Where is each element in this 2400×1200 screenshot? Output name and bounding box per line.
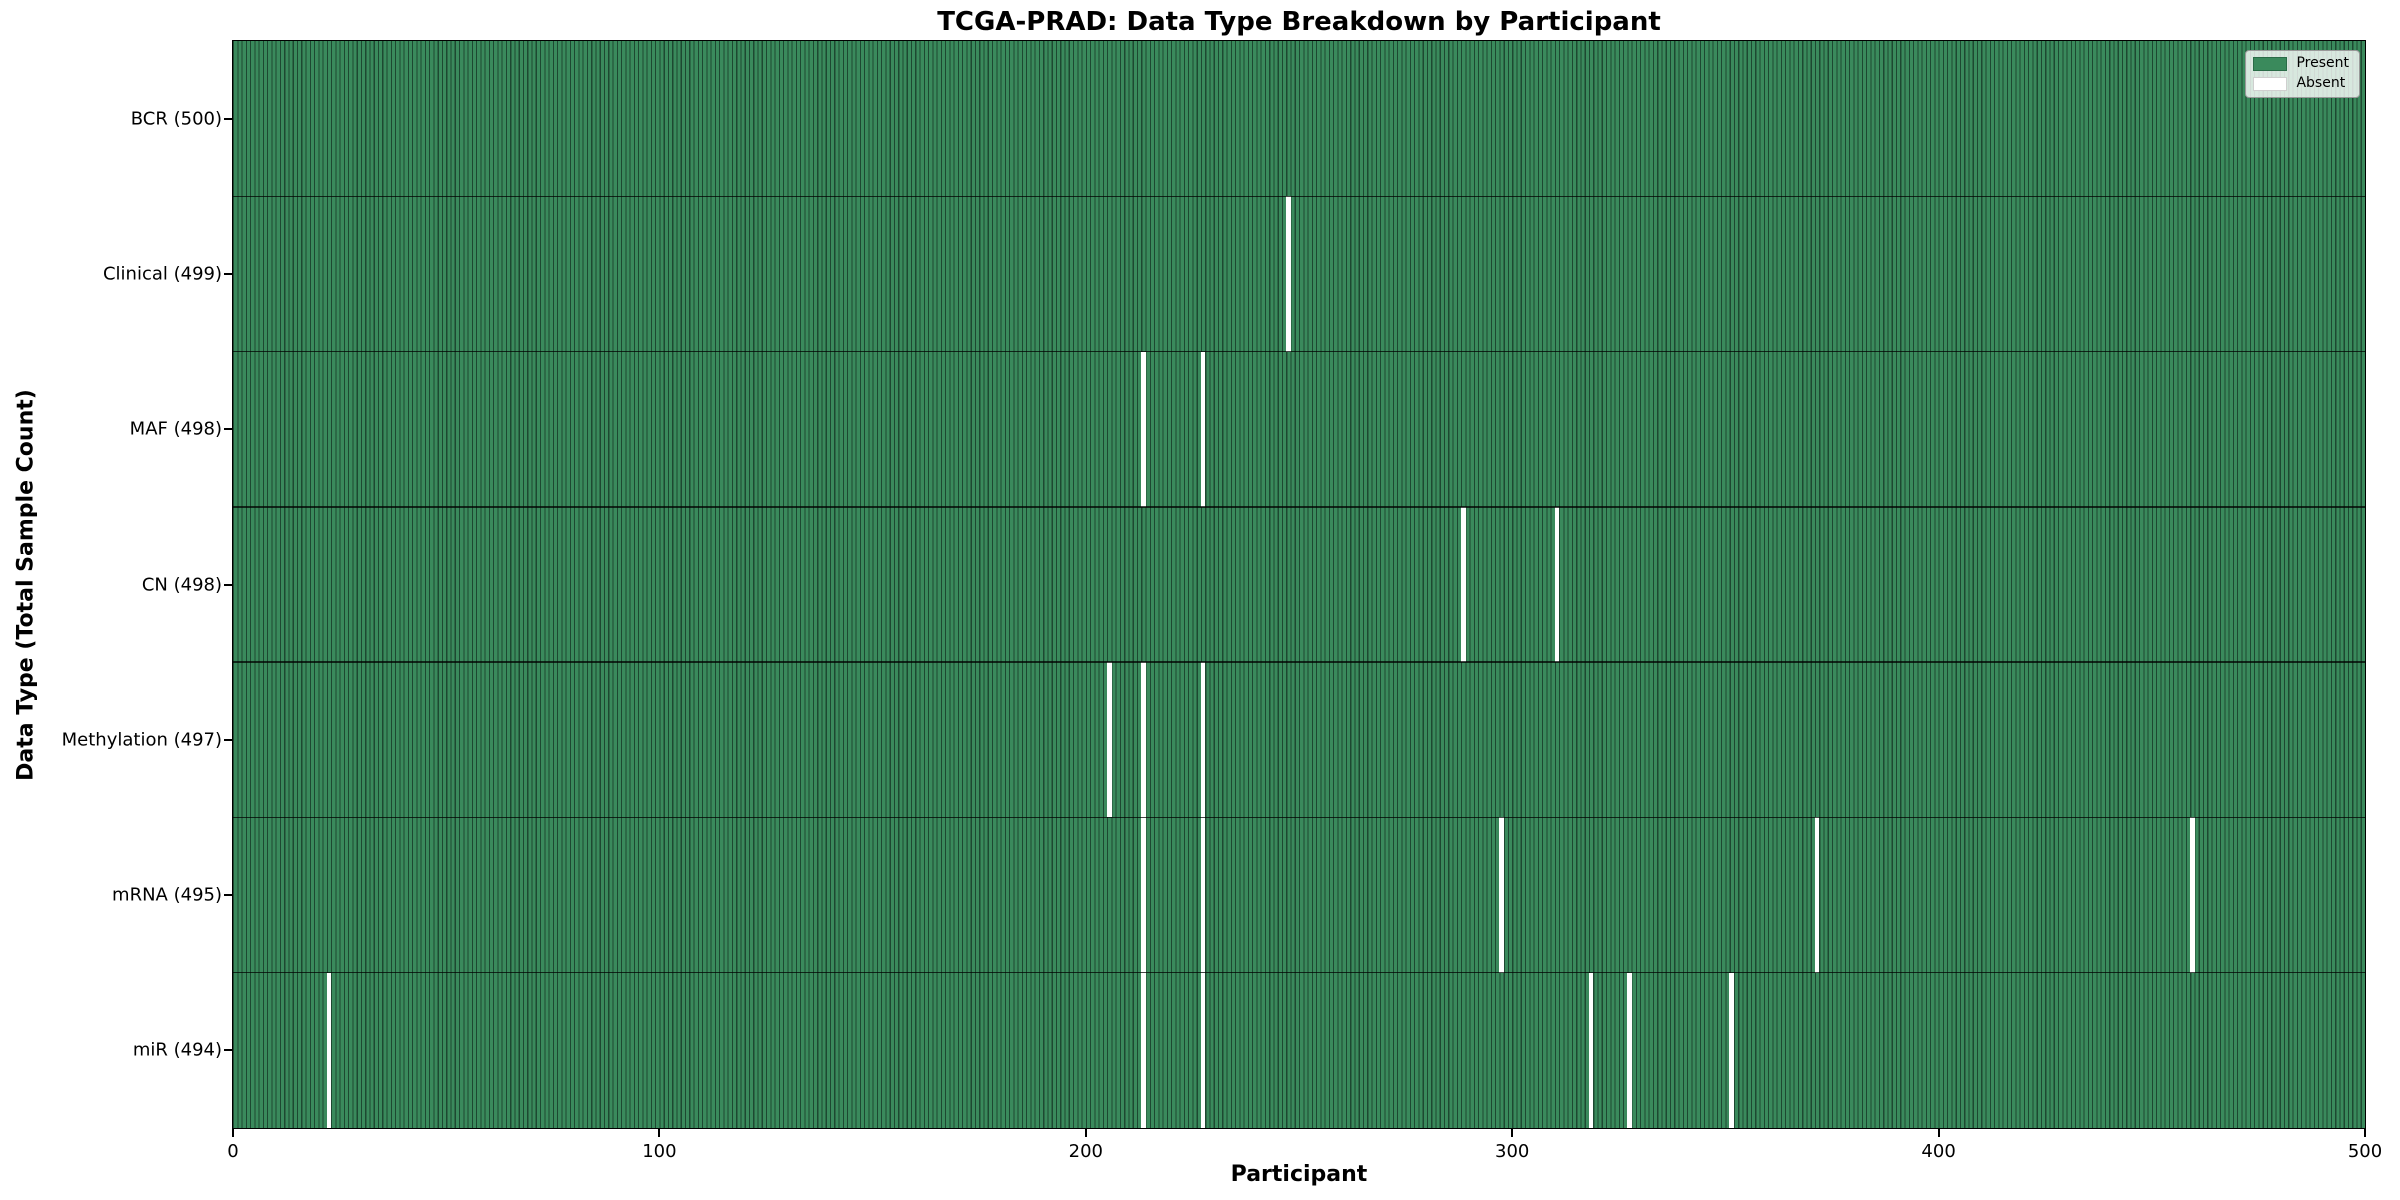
absent-gap (2189, 817, 2195, 973)
absent-gap (1200, 351, 1206, 507)
absent-gap (1106, 662, 1112, 818)
row-divider (233, 350, 2365, 353)
heatmap-row-mir (233, 972, 2365, 1128)
plot-area: Present Absent (232, 40, 2366, 1129)
row-divider (233, 816, 2365, 819)
y-tick-mark (224, 272, 233, 275)
x-tick-mark (1937, 1129, 1940, 1137)
absent-gap (1200, 662, 1206, 818)
row-divider (233, 195, 2365, 198)
x-tick-mark (1084, 1129, 1087, 1137)
heatmap-row-methylation (233, 662, 2365, 818)
y-axis-title: Data Type (Total Sample Count) (13, 389, 39, 781)
absent-gap (1627, 972, 1632, 1128)
absent-gap (1140, 662, 1146, 818)
x-tick-label: 0 (227, 1141, 239, 1162)
y-tick-label: Methylation (497) (61, 729, 222, 751)
x-tick-mark (658, 1129, 661, 1137)
legend-absent-swatch (2253, 76, 2288, 91)
legend-absent-label: Absent (2296, 75, 2346, 91)
y-tick-label: miR (494) (132, 1039, 222, 1061)
absent-gap (1814, 817, 1820, 973)
absent-gap (1200, 817, 1206, 973)
legend-present-swatch (2253, 56, 2288, 71)
y-tick-label: Clinical (499) (102, 263, 222, 285)
x-tick-label: 100 (642, 1141, 677, 1162)
y-tick-label: MAF (498) (129, 418, 222, 440)
heatmap-row-cn (233, 506, 2365, 663)
heatmap-row-mrna (233, 817, 2365, 973)
legend: Present Absent (2245, 50, 2360, 98)
y-tick-mark (224, 1049, 233, 1052)
y-tick-mark (224, 894, 233, 897)
absent-gap (1460, 506, 1466, 663)
absent-gap (1499, 817, 1504, 973)
absent-gap (1285, 196, 1291, 352)
heatmap-row-maf (233, 351, 2365, 507)
x-tick-mark (1511, 1129, 1514, 1137)
absent-gap (1200, 972, 1206, 1128)
legend-present-label: Present (2296, 55, 2349, 71)
absent-gap (1140, 972, 1146, 1128)
y-tick-mark (224, 117, 233, 120)
y-tick-label: BCR (500) (130, 108, 222, 130)
x-tick-label: 200 (1068, 1141, 1103, 1162)
y-tick-mark (224, 738, 233, 741)
x-tick-label: 500 (2347, 1141, 2383, 1162)
legend-item-absent: Absent (2253, 76, 2349, 91)
x-tick-label: 400 (1921, 1141, 1956, 1162)
x-tick-mark (2364, 1129, 2366, 1137)
absent-gap (1729, 972, 1735, 1128)
absent-gap (1140, 817, 1146, 973)
x-tick-mark (232, 1129, 234, 1137)
absent-gap (326, 972, 332, 1128)
row-divider (233, 971, 2365, 974)
row-divider (233, 506, 2365, 508)
y-tick-label: mRNA (495) (112, 884, 222, 906)
heatmap-row-clinical (233, 196, 2365, 352)
y-tick-mark (224, 428, 233, 431)
heatmap-row-bcr (233, 41, 2365, 197)
row-divider (233, 661, 2365, 663)
absent-gap (1588, 972, 1594, 1128)
x-axis-title: Participant (1230, 1162, 1368, 1187)
legend-item-present: Present (2253, 56, 2349, 71)
x-tick-label: 300 (1495, 1141, 1530, 1162)
y-tick-label: CN (498) (141, 574, 222, 595)
y-tick-mark (224, 583, 233, 586)
absent-gap (1140, 351, 1146, 507)
absent-gap (1554, 506, 1560, 663)
chart-title: TCGA-PRAD: Data Type Breakdown by Partic… (937, 7, 1661, 37)
